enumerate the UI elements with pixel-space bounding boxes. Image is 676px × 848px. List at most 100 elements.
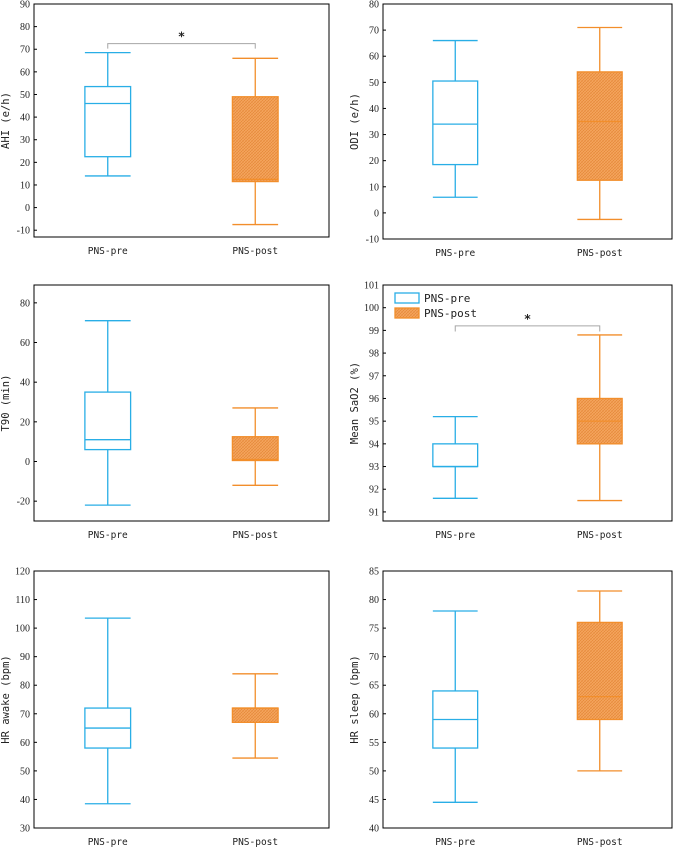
legend: PNS-pre PNS-post	[394, 292, 477, 320]
iqr-box	[84, 391, 132, 451]
x-category-label: PNS-pre	[88, 246, 128, 257]
y-tick-label: 45	[369, 795, 379, 806]
y-tick-label: 80	[369, 595, 379, 606]
legend-label: PNS-pre	[424, 292, 470, 305]
chart-panel-4: 91 92 93 94 95 96 97 98 99 100 101 Mean SaO2 (%) PNS…	[349, 281, 673, 541]
y-tick-label: 10	[369, 182, 379, 193]
iqr-box	[576, 71, 623, 181]
box-pns-pre	[84, 617, 132, 805]
y-tick-label: 101	[364, 281, 379, 292]
y-tick-label: 30	[20, 824, 30, 835]
significance-bracket	[107, 43, 256, 49]
y-tick-label: 60	[20, 67, 30, 78]
significance-marker: *	[178, 30, 185, 44]
y-tick-label: 40	[20, 378, 30, 389]
y-tick-label: 98	[369, 349, 379, 360]
y-tick-label: 60	[369, 52, 379, 63]
x-category-label: PNS-pre	[88, 837, 128, 848]
y-tick-label: 92	[369, 485, 379, 496]
y-tick-label: 30	[369, 130, 379, 141]
x-category-label: PNS-pre	[88, 530, 128, 541]
box-pns-post	[231, 407, 279, 486]
plot-frame	[382, 284, 673, 522]
y-tick-label: 70	[20, 45, 30, 56]
y-tick-label: 40	[20, 113, 30, 124]
y-tick-label: 80	[369, 0, 379, 11]
y-tick-label: 100	[15, 624, 30, 635]
y-tick-label: 20	[20, 417, 30, 428]
y-tick-label: 40	[369, 824, 379, 835]
y-tick-label: 110	[15, 595, 30, 606]
box-pns-pre	[432, 610, 479, 803]
y-tick-label: -10	[366, 235, 379, 246]
significance-bracket	[454, 325, 601, 332]
y-tick-label: 94	[369, 439, 379, 450]
y-tick-label: 70	[369, 652, 379, 663]
iqr-box	[432, 443, 479, 468]
box-pns-pre	[84, 51, 132, 177]
y-tick-label: 93	[369, 462, 379, 473]
y-tick-label: 50	[369, 766, 379, 777]
y-tick-label: 50	[20, 90, 30, 101]
x-category-label: PNS-post	[232, 837, 278, 848]
plot-frame	[382, 3, 673, 240]
legend-swatch-pre	[394, 292, 420, 304]
y-tick-label: 91	[369, 507, 379, 518]
y-tick-label: -10	[17, 226, 30, 237]
y-axis-label: AHI (e/h)	[0, 92, 12, 149]
y-axis-label: HR sleep (bpm)	[349, 655, 361, 744]
x-category-label: PNS-pre	[435, 248, 475, 259]
x-category-label: PNS-pre	[435, 530, 475, 541]
box-pns-post	[231, 673, 279, 759]
chart-panel-2: -10 0 10 20 30 40 50 60 70 80 ODI (e/h) PNS-pre PNS-…	[349, 0, 673, 259]
box-pns-post	[576, 590, 623, 772]
y-tick-label: 95	[369, 417, 379, 428]
y-tick-label: 85	[369, 567, 379, 578]
plot-frame	[33, 570, 330, 829]
y-tick-label: 30	[20, 135, 30, 146]
iqr-box	[231, 96, 279, 183]
x-category-label: PNS-post	[577, 837, 623, 848]
y-axis-label: Mean SaO2 (%)	[349, 362, 361, 444]
y-tick-label: -20	[17, 497, 30, 508]
x-category-label: PNS-pre	[435, 837, 475, 848]
x-category-label: PNS-post	[232, 530, 278, 541]
y-tick-label: 96	[369, 394, 379, 405]
y-tick-label: 20	[369, 156, 379, 167]
y-tick-label: 0	[25, 457, 30, 468]
y-tick-label: 97	[369, 371, 379, 382]
chart-panel-1: -10 0 10 20 30 40 50 60 70 80 90 AHI (e/h) PNS-pre PN…	[0, 0, 330, 257]
y-tick-label: 80	[20, 681, 30, 692]
y-tick-label: 60	[369, 709, 379, 720]
x-category-label: PNS-post	[577, 248, 623, 259]
iqr-box	[432, 80, 479, 166]
box-pns-post	[576, 334, 623, 502]
plot-frame	[382, 570, 673, 829]
y-tick-label: 70	[369, 26, 379, 37]
plot-frame	[33, 3, 330, 238]
y-tick-label: 75	[369, 624, 379, 635]
y-tick-label: 55	[369, 738, 379, 749]
y-tick-label: 90	[20, 652, 30, 663]
y-tick-label: 60	[20, 738, 30, 749]
chart-panel-3: -20 0 20 40 60 80 T90 (min) PNS-pre PNS-post	[0, 284, 330, 541]
box-pns-pre	[84, 320, 132, 506]
y-tick-label: 100	[364, 303, 379, 314]
y-tick-label: 99	[369, 326, 379, 337]
y-tick-label: 120	[15, 567, 30, 578]
y-tick-label: 10	[20, 180, 30, 191]
y-tick-label: 90	[20, 0, 30, 11]
y-tick-label: 0	[25, 203, 30, 214]
y-tick-label: 60	[20, 338, 30, 349]
x-category-label: PNS-post	[577, 530, 623, 541]
y-tick-label: 0	[374, 208, 379, 219]
y-tick-label: 80	[20, 22, 30, 33]
y-tick-label: 70	[20, 709, 30, 720]
box-pns-pre	[432, 39, 479, 198]
iqr-box	[231, 707, 279, 723]
y-axis-label: HR awake (bpm)	[0, 655, 12, 744]
x-category-label: PNS-post	[232, 246, 278, 257]
y-tick-label: 65	[369, 681, 379, 692]
y-axis-label: T90 (min)	[0, 375, 12, 432]
